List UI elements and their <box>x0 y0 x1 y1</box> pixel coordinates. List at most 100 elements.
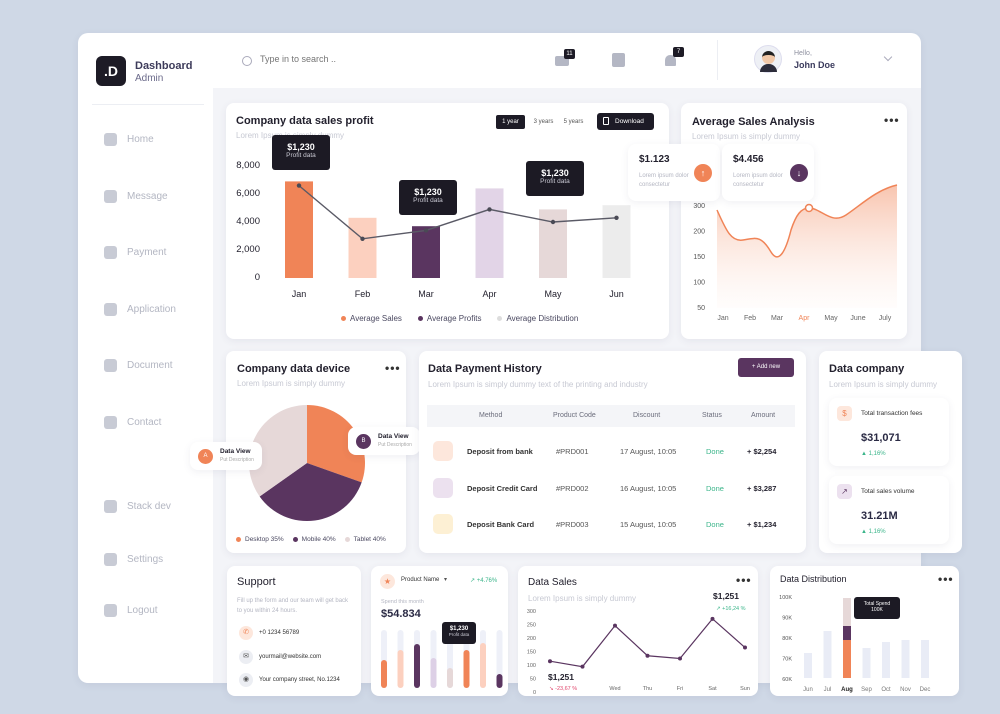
dsales-more-icon[interactable]: ••• <box>736 573 752 587</box>
fees-card: $ Total transaction fees $31,071 ▲ 1,16% <box>829 398 949 466</box>
callout-a-badge: A <box>198 449 213 464</box>
dropdown-icon[interactable]: ▾ <box>444 577 448 583</box>
filter-3-years[interactable]: 3 years <box>533 119 554 125</box>
add-new-button[interactable]: + Add new <box>738 358 794 377</box>
kpi1-value: $1.123 <box>639 154 670 165</box>
table-row[interactable]: Deposit Bank Card #PRD003 15 August, 10:… <box>427 510 795 540</box>
product-bar <box>480 643 486 688</box>
sales-line <box>549 617 746 668</box>
bank-icon <box>433 441 453 461</box>
logout-icon <box>104 604 117 617</box>
legend-desktop: Desktop 35% <box>236 536 284 543</box>
filter-5-years[interactable]: 5 years <box>563 119 584 125</box>
sidebar-item-application[interactable]: Application <box>104 303 176 316</box>
device-legend: Desktop 35% Mobile 40% Tablet 40% <box>236 536 386 543</box>
sales-point <box>645 653 650 658</box>
company-subtitle: Lorem Ipsum is simply dummy <box>829 380 938 389</box>
product-bar <box>463 650 470 688</box>
y-tick-label: 4,000 <box>236 216 260 227</box>
search-box[interactable] <box>230 48 460 76</box>
avg-more-icon[interactable]: ••• <box>884 113 900 127</box>
row-amount: + $2,254 <box>747 447 777 456</box>
profit-point <box>423 228 429 233</box>
support-email[interactable]: yourmail@website.com <box>259 654 322 660</box>
company-title: Data company <box>829 363 905 375</box>
sidebar-item-message[interactable]: Message <box>104 190 168 203</box>
sales-point <box>613 623 617 628</box>
product-name[interactable]: Product Name <box>401 577 440 583</box>
sidebar-item-settings[interactable]: Settings <box>104 553 163 566</box>
sidebar-item-contact[interactable]: Contact <box>104 416 161 429</box>
download-icon <box>603 117 609 125</box>
sidebar-item-label: Logout <box>127 605 158 616</box>
brand-logo[interactable]: .D <box>96 56 126 86</box>
sidebar-item-home[interactable]: Home <box>104 133 154 146</box>
sidebar-item-logout[interactable]: Logout <box>104 604 158 617</box>
device-subtitle: Lorem Ipsum is simply dummy <box>237 379 346 388</box>
contact-icon <box>104 416 117 429</box>
kpi-card-2: $4.456 Lorem ipsum dolor consectetur ↓ <box>722 144 814 201</box>
bell-icon[interactable] <box>665 55 676 66</box>
fees-change: ▲ 1,16% <box>861 451 886 457</box>
sales-chart: 8,000 6,000 4,000 2,000 0 Jan Feb Mar Apr May Jun <box>236 160 631 299</box>
volume-label: Total sales volume <box>861 488 915 495</box>
download-button[interactable]: Download <box>597 113 654 130</box>
sales-point <box>548 659 552 664</box>
ddist-more-icon[interactable]: ••• <box>938 572 954 586</box>
device-title: Company data device <box>237 363 351 375</box>
table-row[interactable]: Deposit from bank #PRD001 17 August, 10:… <box>427 437 795 467</box>
search-input[interactable] <box>260 54 440 64</box>
avatar[interactable] <box>754 45 782 73</box>
dsales-bottom-change: ↘ -23,67 % <box>549 686 578 692</box>
sidebar-item-payment[interactable]: Payment <box>104 246 166 259</box>
support-phone[interactable]: +0 1234 56789 <box>259 630 300 636</box>
pie-callout-b: B Data View Put Description <box>348 427 420 455</box>
x-tick-label: Jan <box>717 315 728 322</box>
row-code: #PRD002 <box>556 484 589 493</box>
payment-title: Data Payment History <box>428 363 542 375</box>
table-row[interactable]: Deposit Credit Card #PRD002 16 August, 1… <box>427 474 795 504</box>
y-tick-label: 80K <box>782 636 792 642</box>
bar-apr <box>475 188 504 278</box>
tooltip-may: $1,230 Profit data <box>526 161 584 196</box>
user-name[interactable]: John Doe <box>794 60 836 70</box>
x-tick-label: Jul <box>824 687 832 693</box>
volume-change: ▲ 1,16% <box>861 529 886 535</box>
header-divider <box>717 40 718 80</box>
sidebar-item-stack-dev[interactable]: Stack dev <box>104 500 171 513</box>
sidebar-item-label: Contact <box>127 417 162 428</box>
y-tick-label: 100 <box>527 663 536 669</box>
y-tick-label: 2,000 <box>236 244 260 255</box>
device-more-icon[interactable]: ••• <box>385 361 401 375</box>
download-label: Download <box>615 118 644 125</box>
star-icon: ★ <box>380 574 395 589</box>
product-bar <box>430 658 437 688</box>
bar-aug-top <box>843 598 851 626</box>
profit-point <box>360 236 365 241</box>
callout-a-title: Data View <box>220 448 251 455</box>
profit-point <box>550 219 556 225</box>
mail-icon[interactable] <box>555 56 569 66</box>
y-tick-label: 90K <box>782 616 792 622</box>
row-date: 17 August, 10:05 <box>620 447 677 456</box>
product-bar-track <box>496 630 503 688</box>
arrow-up-icon: ↑ <box>694 164 712 182</box>
x-tick-label: Jun <box>609 289 624 299</box>
kpi2-value: $4.456 <box>733 154 764 165</box>
dsales-subtitle: Lorem Ipsum is simply dummy <box>528 594 637 603</box>
profits-line <box>298 185 617 240</box>
x-tick-label: Thu <box>643 686 652 692</box>
sidebar-item-document[interactable]: Document <box>104 359 173 372</box>
bar-sep <box>862 648 871 678</box>
x-tick-label: Jan <box>292 289 307 299</box>
legend-sales: Average Sales <box>341 314 402 323</box>
support-desc: Fill up the form and our team will get b… <box>237 598 349 614</box>
y-tick-label: 70K <box>782 657 792 663</box>
contacts-icon[interactable] <box>612 53 625 67</box>
home-icon <box>104 133 117 146</box>
bar-jun <box>804 653 812 678</box>
row-status: Done <box>706 484 724 493</box>
profit-point <box>614 215 619 220</box>
payment-table-header: Method Product Code Discount Status Amou… <box>427 405 795 427</box>
filter-1-year[interactable]: 1 year <box>496 115 525 129</box>
